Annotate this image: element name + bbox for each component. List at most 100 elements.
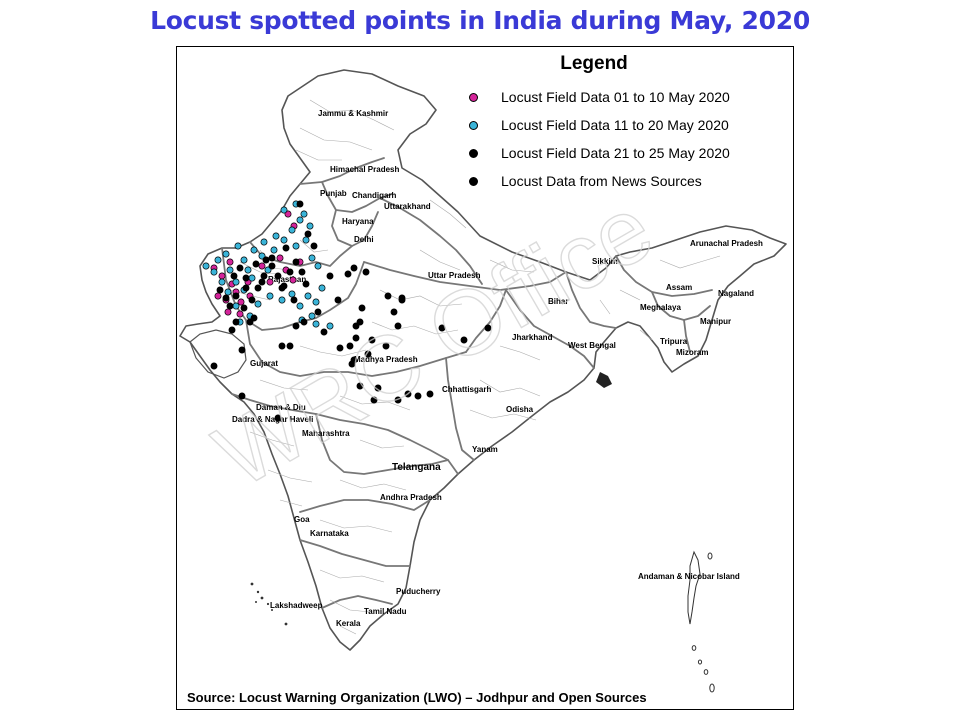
label-rajasthan: Rajasthan [268,275,306,284]
point-may-11-20 [280,236,288,244]
point-may-21-25 [384,292,392,300]
point-may-21-25 [238,346,246,354]
label-bihar: Bihar [548,297,568,306]
point-may-11-20 [258,252,266,260]
point-may-11-20 [222,250,230,258]
label-jammu-kashmir: Jammu & Kashmir [318,109,388,118]
point-may-11-20 [232,278,240,286]
point-may-11-20 [318,284,326,292]
point-may-21-25 [292,322,300,330]
point-may-21-25 [278,342,286,350]
label-mizoram: Mizoram [676,348,708,357]
point-may-21-25 [348,360,356,368]
point-may-21-25 [352,334,360,342]
point-may-11-20 [264,266,272,274]
point-may-11-20 [326,322,334,330]
point-may-21-25 [216,286,224,294]
point-news-source [314,308,322,316]
point-may-11-20 [210,268,218,276]
label-yanam: Yanam [472,445,498,454]
lakshadweep-islands [250,582,288,626]
label-andhra-pradesh: Andhra Pradesh [380,493,442,502]
point-may-11-20 [218,278,226,286]
point-may-21-25 [242,274,250,282]
point-may-01-10 [258,262,266,270]
label-chandigarh: Chandigarh [352,191,397,200]
point-may-21-25 [300,318,308,326]
point-may-21-25 [268,254,276,262]
legend-label: Locust Field Data 01 to 10 May 2020 [501,89,730,105]
label-andaman-nicobar: Andaman & Nicobar Island [638,572,740,581]
point-may-11-20 [296,216,304,224]
point-may-21-25 [302,280,310,288]
label-west-bengal: West Bengal [568,341,616,350]
legend-item-may-21-25: Locust Field Data 21 to 25 May 2020 [459,139,769,167]
point-may-21-25 [290,296,298,304]
point-may-11-20 [302,236,310,244]
point-may-11-20 [214,256,222,264]
legend-label: Locust Field Data 21 to 25 May 2020 [501,145,730,161]
sundarban-coast [596,372,612,388]
label-goa: Goa [294,515,310,524]
point-may-11-20 [244,266,252,274]
point-may-11-20 [280,206,288,214]
legend-title: Legend [560,53,628,74]
map-title: Locust spotted points in India during Ma… [150,6,810,35]
label-gujarat: Gujarat [250,359,278,368]
point-may-21-25 [240,304,248,312]
point-may-21-25 [260,272,268,280]
point-may-21-25 [236,264,244,272]
point-may-21-25 [230,272,238,280]
point-may-21-25 [414,392,422,400]
point-may-11-20 [250,246,258,254]
point-may-01-10 [224,308,232,316]
point-may-21-25 [278,284,286,292]
point-may-11-20 [292,242,300,250]
point-may-21-25 [304,230,312,238]
point-may-21-25 [358,304,366,312]
point-may-21-25 [370,396,378,404]
point-may-01-10 [226,258,234,266]
point-may-11-20 [232,302,240,310]
point-may-01-10 [236,310,244,318]
district-boundaries [229,99,721,635]
locust-points [202,200,492,422]
point-may-21-25 [226,302,234,310]
point-may-21-25 [310,242,318,250]
point-may-21-25 [320,328,328,336]
andaman-nicobar-islands [687,550,715,693]
point-may-11-20 [248,274,256,282]
point-news-source [350,264,358,272]
point-may-01-10 [266,278,274,286]
point-may-11-20 [240,256,248,264]
point-may-21-25 [282,244,290,252]
point-may-01-10 [284,210,292,218]
point-may-11-20 [304,292,312,300]
point-may-21-25 [258,278,266,286]
point-may-21-25 [352,322,360,330]
label-daman-diu: Daman & Diu [256,403,306,412]
point-may-21-25 [394,396,402,404]
label-chhattisgarh: Chhattisgarh [442,385,491,394]
point-may-11-20 [312,298,320,306]
point-may-21-25 [222,294,230,302]
label-dadra-nagar-haveli: Dadra & Nagar Haveli [232,415,313,424]
point-may-11-20 [260,238,268,246]
label-uttarakhand: Uttarakhand [384,202,431,211]
point-may-21-25 [404,390,412,398]
point-may-21-25 [232,318,240,326]
label-madhya-pradesh: Madhya Pradesh [354,355,418,364]
gujarat-peninsula [189,329,247,379]
label-puducherry: Puducherry [396,587,441,596]
label-assam: Assam [666,283,692,292]
label-himachal-pradesh: Himachal Pradesh [330,165,399,174]
point-may-01-10 [218,272,226,280]
legend-item-may-01-10: Locust Field Data 01 to 10 May 2020 [459,83,769,111]
label-delhi: Delhi [354,235,374,244]
source-note: Source: Locust Warning Organization (LWO… [187,690,647,705]
point-may-21-25 [252,260,260,268]
point-may-21-25 [286,342,294,350]
point-may-21-25 [484,324,492,332]
point-may-21-25 [286,268,294,276]
point-may-21-25 [254,284,262,292]
